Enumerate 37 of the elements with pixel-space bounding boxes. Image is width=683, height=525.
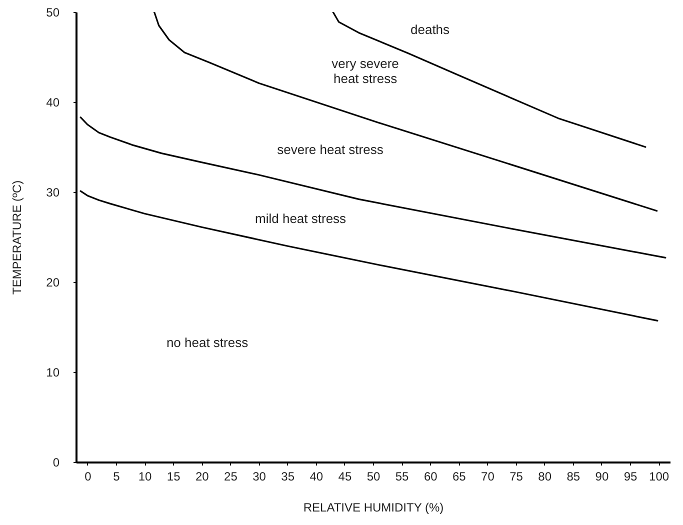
x-tick-label: 75 (510, 470, 524, 484)
annotation: very severe heat stress (332, 56, 399, 86)
x-tick-label: 20 (195, 470, 210, 484)
x-tick-label: 45 (338, 470, 352, 484)
x-tick-label: 95 (624, 470, 638, 484)
x-tick-label: 55 (395, 470, 410, 484)
annotation: mild heat stress (255, 211, 347, 226)
x-tick-label: 80 (538, 470, 552, 484)
x-tick-label: 85 (566, 470, 580, 484)
y-tick-label: 20 (46, 276, 60, 290)
x-tick-label: 65 (452, 470, 466, 484)
annotation: no heat stress (166, 335, 249, 350)
y-tick-label: 0 (52, 456, 60, 470)
x-tick-label: 90 (595, 470, 609, 484)
y-tick-label: 50 (46, 6, 60, 20)
annotation: deaths (410, 22, 450, 37)
x-tick-label: 50 (366, 470, 380, 484)
x-tick-label: 5 (113, 470, 120, 484)
x-tick-label: 0 (84, 470, 92, 484)
y-tick-label: 30 (46, 186, 60, 200)
line-series (80, 190, 658, 322)
x-tick-label: 70 (481, 470, 495, 484)
x-axis-title: RELATIVE HUMIDITY (%) (303, 500, 444, 514)
y-tick-label: 40 (46, 96, 60, 110)
x-tick-label: 10 (138, 470, 152, 484)
x-tick-label: 40 (310, 470, 324, 484)
x-tick-label: 30 (252, 470, 266, 484)
line-series (153, 12, 658, 212)
annotation: severe heat stress (277, 142, 384, 158)
y-tick-label: 10 (46, 366, 60, 380)
x-tick-label: 25 (224, 470, 238, 484)
x-tick-label: 15 (166, 470, 181, 484)
x-tick-label: 100 (649, 470, 670, 484)
x-tick-label: 60 (424, 470, 438, 484)
x-tick-label: 35 (281, 470, 295, 484)
y-axis-title: TEMPERATURE (ºC) (10, 180, 24, 295)
line-series (80, 116, 666, 258)
